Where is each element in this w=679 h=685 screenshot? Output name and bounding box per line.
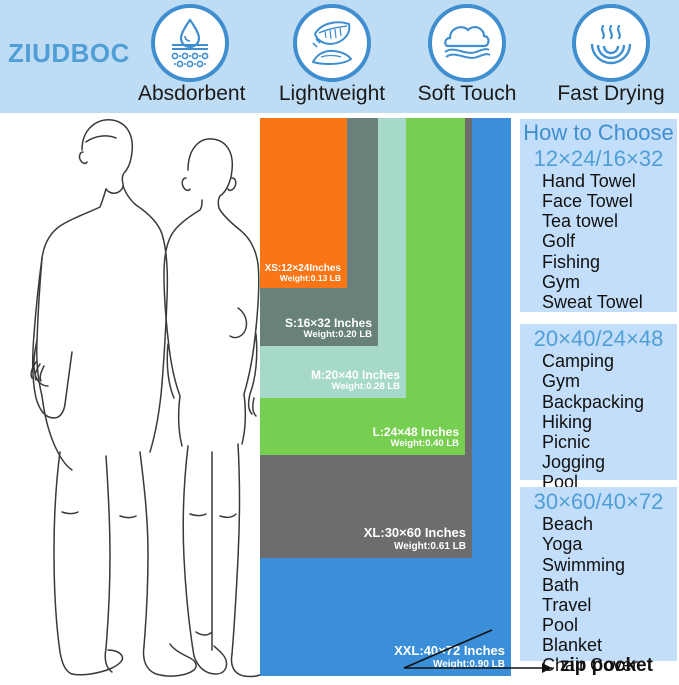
guide-heading-medium: 20×40/24×48 [533, 326, 664, 351]
feature-label: Soft Touch [417, 82, 517, 105]
guide-heading-small: 12×24/16×32 [533, 145, 664, 171]
list-item: Tea towel [542, 211, 619, 232]
guide-list-small: Hand Towel Face Towel Tea towel Golf Fis… [520, 171, 677, 312]
guide-heading-large: 30×60/40×72 [533, 489, 664, 514]
header-banner: ZIUDBOC [0, 0, 679, 113]
list-item: Face Towel [542, 191, 633, 212]
guide-section-small: How to Choose 12×24/16×32 Hand Towel Fac… [520, 119, 677, 312]
list-item: Pool [542, 615, 579, 636]
human-scale-figures [20, 112, 269, 685]
guide-list-medium: Camping Gym Backpacking Hiking Picnic Jo… [520, 351, 677, 492]
guide-section-medium: 20×40/24×48 Camping Gym Backpacking Hiki… [520, 324, 677, 492]
feature-fast-drying: Fast Drying [552, 4, 670, 105]
list-item: Golf [542, 231, 576, 252]
list-item: Gym [542, 371, 580, 392]
feature-lightweight: Lightweight [277, 4, 387, 105]
list-item: Camping [542, 351, 615, 372]
list-item: Chair Cover [542, 655, 639, 676]
list-item: Bath [542, 574, 580, 595]
size-label-s: S:16×32 Inches Weight:0.20 LB [284, 315, 372, 341]
size-label-m: M:20×40 Inches Weight:0.28 LB [310, 367, 400, 393]
steam-drying-icon [572, 4, 650, 82]
size-label-xl: XL:30×60 Inches Weight:0.61 LB [363, 525, 466, 552]
size-label-l: L:24×48 Inches Weight:0.40 LB [372, 424, 459, 450]
list-item: Swimming [542, 554, 626, 575]
list-item: Picnic [542, 431, 591, 452]
zip-pocket-label: zip pocket [560, 655, 653, 676]
feature-soft-touch: Soft Touch [412, 4, 522, 105]
guide-list-large: Beach Yoga Swimming Bath Travel Pool Bla… [520, 514, 677, 675]
list-item: Beach [542, 514, 594, 535]
list-item: Yoga [542, 534, 583, 555]
list-item: Backpacking [542, 391, 645, 412]
feature-label: Lightweight [278, 82, 386, 105]
list-item: Sweat Towel [542, 291, 643, 312]
guide-title: How to Choose [523, 120, 674, 145]
guide-section-large: 30×60/40×72 Beach Yoga Swimming Bath Tra… [520, 487, 677, 675]
feature-label: Fast Drying [557, 82, 665, 105]
size-label-xs: XS:12×24Inches Weight:0.13 LB [264, 263, 341, 284]
feature-absorbent: Absdorbent [138, 4, 246, 105]
water-droplet-absorbency-icon [151, 4, 229, 82]
list-item: Hand Towel [542, 170, 636, 191]
size-rect-xs[interactable]: XS:12×24Inches Weight:0.13 LB [260, 118, 347, 288]
list-item: Blanket [542, 635, 603, 656]
list-item: Gym [542, 271, 580, 292]
list-item: Travel [542, 594, 592, 615]
feather-on-hand-icon [293, 4, 371, 82]
zip-pocket-arrow-icon [403, 629, 552, 673]
list-item: Jogging [542, 452, 606, 473]
size-label-xxl: XXL:40×72 Inches Weight:0.90 LB [394, 643, 505, 670]
list-item: Hiking [542, 411, 593, 432]
list-item: Fishing [542, 251, 601, 272]
feature-label: Absdorbent [138, 82, 246, 105]
brand-logo: ZIUDBOC [8, 38, 130, 68]
cloud-wave-icon [428, 4, 506, 82]
